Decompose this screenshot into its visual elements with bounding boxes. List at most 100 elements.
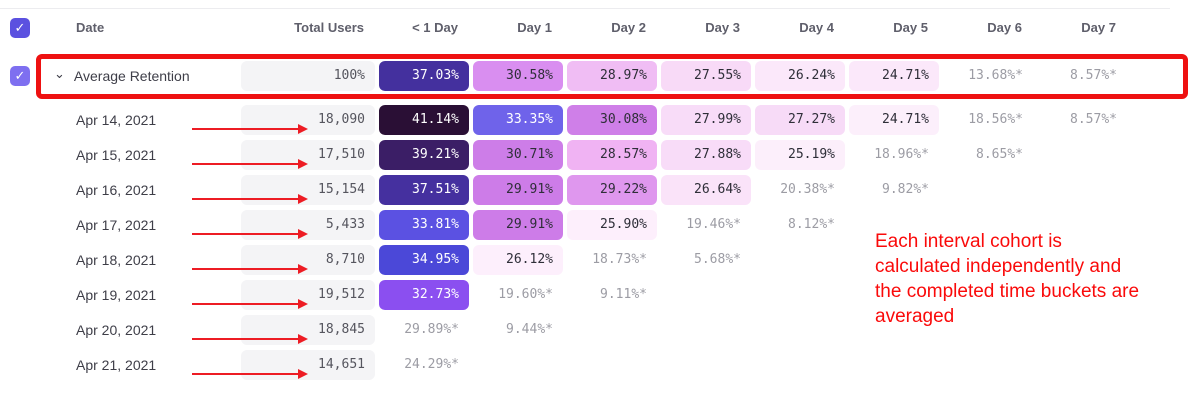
retention-cell: 18.96%*: [874, 146, 929, 162]
column-header-day3: Day 3: [705, 20, 740, 35]
cohort-date-label: Apr 18, 2021: [76, 251, 157, 268]
cohort-date-label: Apr 19, 2021: [76, 286, 157, 303]
retention-cell: 24.71%: [849, 60, 939, 91]
total-users-cell: 8,710: [241, 244, 375, 275]
cohort-row: Apr 16, 2021 15,154 37.51% 29.91% 29.22% 26.6…: [0, 172, 1170, 207]
average-retention-label: Average Retention: [73, 67, 190, 84]
retention-cell: 34.95%: [379, 244, 469, 275]
retention-cell: 8.57%*: [1070, 111, 1117, 127]
cohort-row: Apr 14, 2021 18,090 41.14% 33.35% 30.08% 27.9…: [0, 102, 1170, 137]
column-header-day6: Day 6: [987, 20, 1022, 35]
retention-cell: 30.08%: [567, 104, 657, 135]
average-retention-row: ✓ ⌄ Average Retention 100% 37.03% 30.58% 28.97…: [0, 58, 1170, 93]
retention-cell: 27.27%: [755, 104, 845, 135]
retention-cell: 27.99%: [661, 104, 751, 135]
retention-cell: 24.29%*: [404, 356, 459, 372]
cohort-row: Apr 15, 2021 17,510 39.21% 30.71% 28.57% 27.8…: [0, 137, 1170, 172]
table-header-row: ✓ Date Total Users < 1 Day Day 1 Day 2 D…: [0, 8, 1170, 46]
cohort-date-label: Apr 16, 2021: [76, 181, 157, 198]
note-line: calculated independently and: [875, 256, 1122, 277]
date-cell: Apr 21, 2021: [40, 356, 308, 379]
retention-cell: 9.11%*: [600, 286, 647, 302]
retention-cell: 27.55%: [661, 60, 751, 91]
total-users-cell: 5,433: [241, 209, 375, 240]
row-checkbox-cell: ✓: [0, 65, 40, 86]
total-users-cell: 15,154: [241, 174, 375, 205]
cohort-row: Apr 21, 2021 14,651 24.29%*: [0, 347, 1170, 382]
date-cell: Apr 14, 2021: [40, 111, 308, 134]
retention-cell: 25.90%: [567, 209, 657, 240]
average-row-checkbox[interactable]: ✓: [10, 65, 30, 86]
cohort-date-label: Apr 14, 2021: [76, 111, 157, 128]
retention-cell: 9.82%*: [882, 181, 929, 197]
cohort-date-label: Apr 21, 2021: [76, 356, 157, 373]
chevron-down-icon[interactable]: ⌄: [54, 65, 65, 81]
cohort-row: Apr 17, 2021 5,433 33.81% 29.91% 25.90% 19.46…: [0, 207, 1170, 242]
date-cell: Apr 18, 2021: [40, 251, 308, 274]
cohort-row: Apr 18, 2021 8,710 34.95% 26.12% 18.73%* 5.68…: [0, 242, 1170, 277]
retention-cell: 8.12%*: [788, 216, 835, 232]
column-header-day1: Day 1: [517, 20, 552, 35]
retention-cell: 39.21%: [379, 139, 469, 170]
retention-cell: 32.73%: [379, 279, 469, 310]
cohort-date-label: Apr 20, 2021: [76, 321, 157, 338]
retention-cell: 24.71%: [849, 104, 939, 135]
retention-cell: 26.64%: [661, 174, 751, 205]
column-header-day2: Day 2: [611, 20, 646, 35]
retention-cell: 30.58%: [473, 60, 563, 91]
column-header-day7: Day 7: [1081, 20, 1116, 35]
cohort-date-label: Apr 17, 2021: [76, 216, 157, 233]
total-users-cell: 100%: [241, 60, 375, 91]
note-line: Each interval cohort is: [875, 231, 1062, 252]
retention-cell: 37.51%: [379, 174, 469, 205]
cohort-date-label: Apr 15, 2021: [76, 146, 157, 163]
select-all-checkbox-cell: ✓: [0, 17, 40, 38]
note-line: the completed time buckets are: [875, 281, 1140, 302]
retention-cell: 29.89%*: [404, 321, 459, 337]
retention-cell: 29.91%: [473, 174, 563, 205]
column-header-day5: Day 5: [893, 20, 928, 35]
retention-cell: 20.38%*: [780, 181, 835, 197]
select-all-checkbox[interactable]: ✓: [10, 17, 30, 38]
retention-cell: 29.91%: [473, 209, 563, 240]
date-cell: Apr 19, 2021: [40, 286, 308, 309]
retention-cell: 18.73%*: [592, 251, 647, 267]
cohort-table-body: ✓ ⌄ Average Retention 100% 37.03% 30.58% 28.97…: [0, 58, 1170, 382]
retention-cell: 9.44%*: [506, 321, 553, 337]
total-users-cell: 14,651: [241, 349, 375, 380]
date-cell: Apr 20, 2021: [40, 321, 308, 344]
total-users-cell: 19,512: [241, 279, 375, 310]
date-cell: Apr 16, 2021: [40, 181, 308, 204]
column-header-date: Date: [76, 20, 105, 35]
retention-cell: 29.22%: [567, 174, 657, 205]
retention-cell: 33.35%: [473, 104, 563, 135]
retention-cell: 27.88%: [661, 139, 751, 170]
retention-cell: 26.24%: [755, 60, 845, 91]
retention-cell: 37.03%: [379, 60, 469, 91]
retention-cell: 8.65%*: [976, 146, 1023, 162]
retention-cell: 30.71%: [473, 139, 563, 170]
retention-cell: 19.46%*: [686, 216, 741, 232]
date-cell: Apr 15, 2021: [40, 146, 308, 169]
column-header-total-users: Total Users: [294, 20, 364, 35]
retention-cell: 13.68%*: [968, 67, 1023, 83]
column-header-lt1day: < 1 Day: [412, 20, 458, 35]
retention-cell: 19.60%*: [498, 286, 553, 302]
retention-cell: 18.56%*: [968, 111, 1023, 127]
retention-cell: 25.19%: [755, 139, 845, 170]
total-users-cell: 18,845: [241, 314, 375, 345]
column-header-day4: Day 4: [799, 20, 834, 35]
date-cell: ⌄ Average Retention: [40, 65, 240, 84]
total-users-cell: 18,090: [241, 104, 375, 135]
red-note-annotation: Each interval cohort is calculated indep…: [875, 229, 1139, 329]
total-users-cell: 17,510: [241, 139, 375, 170]
retention-cell: 41.14%: [379, 104, 469, 135]
retention-cell: 8.57%*: [1070, 67, 1117, 83]
cohort-row: Apr 19, 2021 19,512 32.73% 19.60%* 9.11%*: [0, 277, 1170, 312]
retention-cell: 28.97%: [567, 60, 657, 91]
retention-cell: 26.12%: [473, 244, 563, 275]
date-cell: Apr 17, 2021: [40, 216, 308, 239]
note-line: averaged: [875, 306, 955, 327]
retention-cell: 28.57%: [567, 139, 657, 170]
